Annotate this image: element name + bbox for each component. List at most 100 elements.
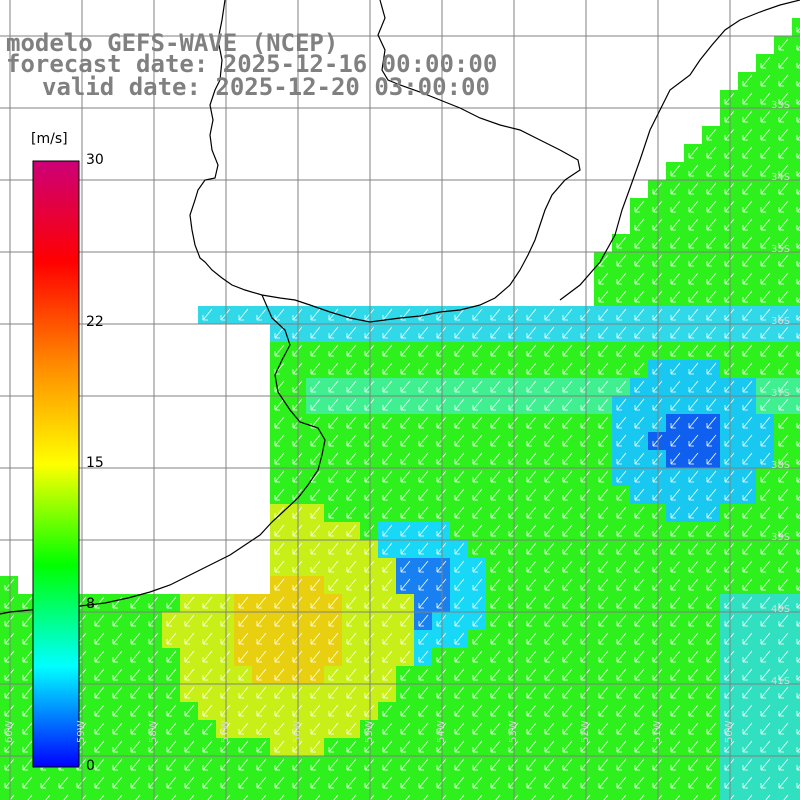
- wind-speed-cell: [792, 630, 800, 648]
- wind-vector-arrow: [526, 416, 537, 429]
- wind-vector-arrow: [22, 596, 33, 609]
- wind-vector-arrow: [706, 506, 717, 519]
- wind-vector-arrow: [45, 794, 51, 800]
- wind-vector-arrow: [562, 398, 573, 411]
- wind-vector-arrow: [346, 668, 357, 681]
- wind-vector-arrow: [621, 794, 627, 800]
- wind-vector-arrow: [454, 758, 465, 771]
- wind-vector-arrow: [742, 596, 753, 609]
- wind-vector-arrow: [526, 776, 537, 789]
- wind-vector-arrow: [778, 182, 789, 195]
- wind-vector-arrow: [310, 398, 321, 411]
- wind-vector-arrow: [778, 254, 789, 267]
- wind-vector-arrow: [346, 758, 357, 771]
- latitude-label: 39S: [771, 532, 791, 543]
- wind-speed-cell: [792, 198, 800, 216]
- wind-speed-cell: [792, 18, 800, 36]
- wind-vector-arrow: [382, 722, 393, 735]
- wind-vector-arrow: [526, 596, 537, 609]
- wind-vector-arrow: [616, 578, 627, 591]
- wind-vector-arrow: [742, 146, 753, 159]
- wind-vector-arrow: [688, 578, 699, 591]
- wind-vector-arrow: [760, 380, 771, 393]
- wind-vector-arrow: [783, 794, 789, 800]
- wind-vector-arrow: [760, 596, 771, 609]
- wind-speed-cell: [792, 450, 800, 468]
- wind-vector-arrow: [634, 506, 645, 519]
- wind-vector-arrow: [382, 560, 393, 573]
- wind-speed-cell: [216, 792, 234, 800]
- wind-vector-arrow: [256, 776, 267, 789]
- wind-vector-arrow: [328, 362, 339, 375]
- wind-vector-arrow: [472, 758, 483, 771]
- wind-vector-arrow: [346, 326, 357, 339]
- wind-vector-arrow: [742, 740, 753, 753]
- wind-vector-arrow: [778, 92, 789, 105]
- wind-vector-arrow: [760, 758, 771, 771]
- wind-vector-arrow: [598, 578, 609, 591]
- colorbar-tick-label: 22: [86, 313, 104, 330]
- wind-vector-arrow: [706, 326, 717, 339]
- wind-speed-cell: [792, 234, 800, 252]
- wind-vector-arrow: [760, 218, 771, 231]
- wind-vector-arrow: [400, 668, 411, 681]
- colorbar-tick-label: 15: [86, 455, 104, 471]
- wind-vector-arrow: [544, 362, 555, 375]
- title-forecast-date: forecast date: 2025-12-16 00:00:00: [6, 50, 498, 78]
- wind-vector-arrow: [778, 272, 789, 285]
- wind-vector-arrow: [742, 308, 753, 321]
- wind-vector-arrow: [454, 704, 465, 717]
- wind-vector-arrow: [760, 668, 771, 681]
- wind-vector-arrow: [616, 488, 627, 501]
- wind-vector-arrow: [526, 614, 537, 627]
- wind-vector-arrow: [418, 542, 429, 555]
- wind-vector-arrow: [729, 794, 735, 800]
- wind-vector-arrow: [778, 560, 789, 573]
- wind-vector-arrow: [346, 740, 357, 753]
- wind-vector-arrow: [778, 542, 789, 555]
- coastline-north: [559, 0, 800, 301]
- wind-vector-arrow: [634, 542, 645, 555]
- wind-vector-arrow: [166, 686, 177, 699]
- wind-vector-arrow: [112, 668, 123, 681]
- wind-vector-arrow: [418, 578, 429, 591]
- wind-vector-arrow: [544, 308, 555, 321]
- wind-vector-arrow: [418, 362, 429, 375]
- wind-speed-cell: [792, 360, 800, 378]
- wind-vector-arrow: [562, 758, 573, 771]
- wind-vector-arrow: [454, 740, 465, 753]
- wind-vector-arrow: [184, 740, 195, 753]
- wind-vector-arrow: [256, 614, 267, 627]
- wind-vector-arrow: [688, 398, 699, 411]
- wind-vector-arrow: [400, 578, 411, 591]
- wind-vector-arrow: [706, 236, 717, 249]
- wind-vector-arrow: [742, 578, 753, 591]
- longitude-label: 55W: [364, 720, 375, 743]
- wind-vector-arrow: [112, 614, 123, 627]
- wind-vector-arrow: [400, 488, 411, 501]
- wind-vector-arrow: [670, 614, 681, 627]
- wind-vector-arrow: [490, 326, 501, 339]
- wind-vector-arrow: [328, 524, 339, 537]
- wind-vector-arrow: [202, 686, 213, 699]
- wind-vector-arrow: [562, 740, 573, 753]
- wind-vector-arrow: [472, 398, 483, 411]
- wind-vector-arrow: [184, 632, 195, 645]
- wind-vector-arrow: [688, 362, 699, 375]
- wind-vector-arrow: [310, 614, 321, 627]
- wind-vector-arrow: [328, 722, 339, 735]
- wind-vector-arrow: [634, 362, 645, 375]
- wind-vector-arrow: [670, 758, 681, 771]
- wind-speed-cell: [684, 792, 702, 800]
- wind-speed-cell: [792, 666, 800, 684]
- wind-vector-arrow: [688, 542, 699, 555]
- wind-vector-arrow: [598, 722, 609, 735]
- wind-vector-arrow: [634, 704, 645, 717]
- wind-vector-arrow: [418, 470, 429, 483]
- wind-vector-arrow: [112, 686, 123, 699]
- wind-vector-arrow: [472, 380, 483, 393]
- wind-vector-arrow: [616, 344, 627, 357]
- coastline-estuary: [0, 294, 326, 615]
- wind-vector-arrow: [81, 794, 87, 800]
